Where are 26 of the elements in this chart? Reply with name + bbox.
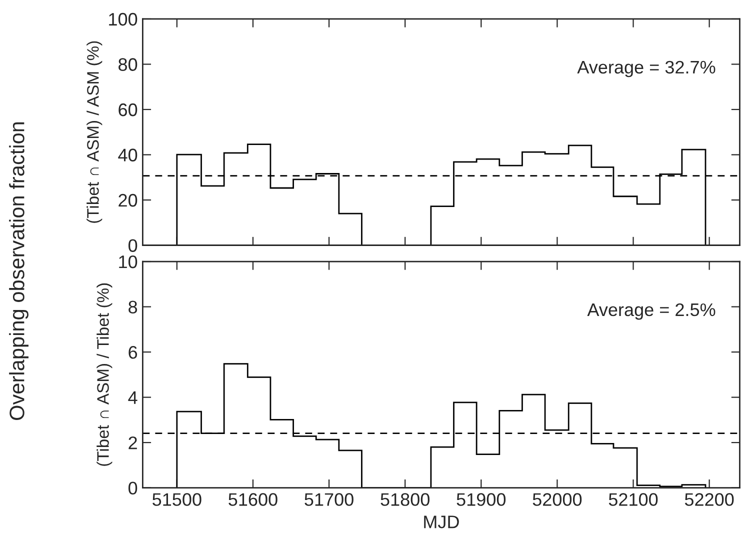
y-tick-label: 6 [128,346,138,359]
x-tick-label: 52000 [532,493,582,506]
y-tick-label: 40 [118,148,138,162]
annotation: Average = 2.5% [587,303,716,320]
y-axis-title: (Tibet ∩ ASM) / ASM (%) [86,41,102,223]
x-tick-label: 52200 [684,493,734,506]
y-tick-label: 10 [119,255,138,268]
y-tick-label: 0 [128,482,138,495]
x-tick-label: 51900 [456,493,506,506]
y-tick-label: 60 [118,103,138,116]
y-tick-label: 0 [128,239,138,252]
x-tick-label: 51600 [228,493,278,506]
x-tick-label: 51500 [152,493,202,506]
x-axis-title: MJD [424,516,459,528]
y-tick-label: 8 [128,300,138,314]
y-tick-label: 4 [128,391,138,404]
y-tick-label: 20 [118,194,138,207]
x-tick-label: 51800 [380,493,430,506]
text: Overlapping observation fraction [9,122,28,420]
x-tick-label: 51700 [304,493,354,506]
x-tick-label: 52100 [608,493,658,506]
y-axis-title: (Tibet ∩ ASM) / Tibet (%) [96,283,112,466]
annotation: Average = 32.7% [577,60,716,78]
y-tick-label: 2 [128,436,137,450]
y-tick-label: 100 [109,12,138,26]
y-tick-label: 80 [118,58,138,71]
